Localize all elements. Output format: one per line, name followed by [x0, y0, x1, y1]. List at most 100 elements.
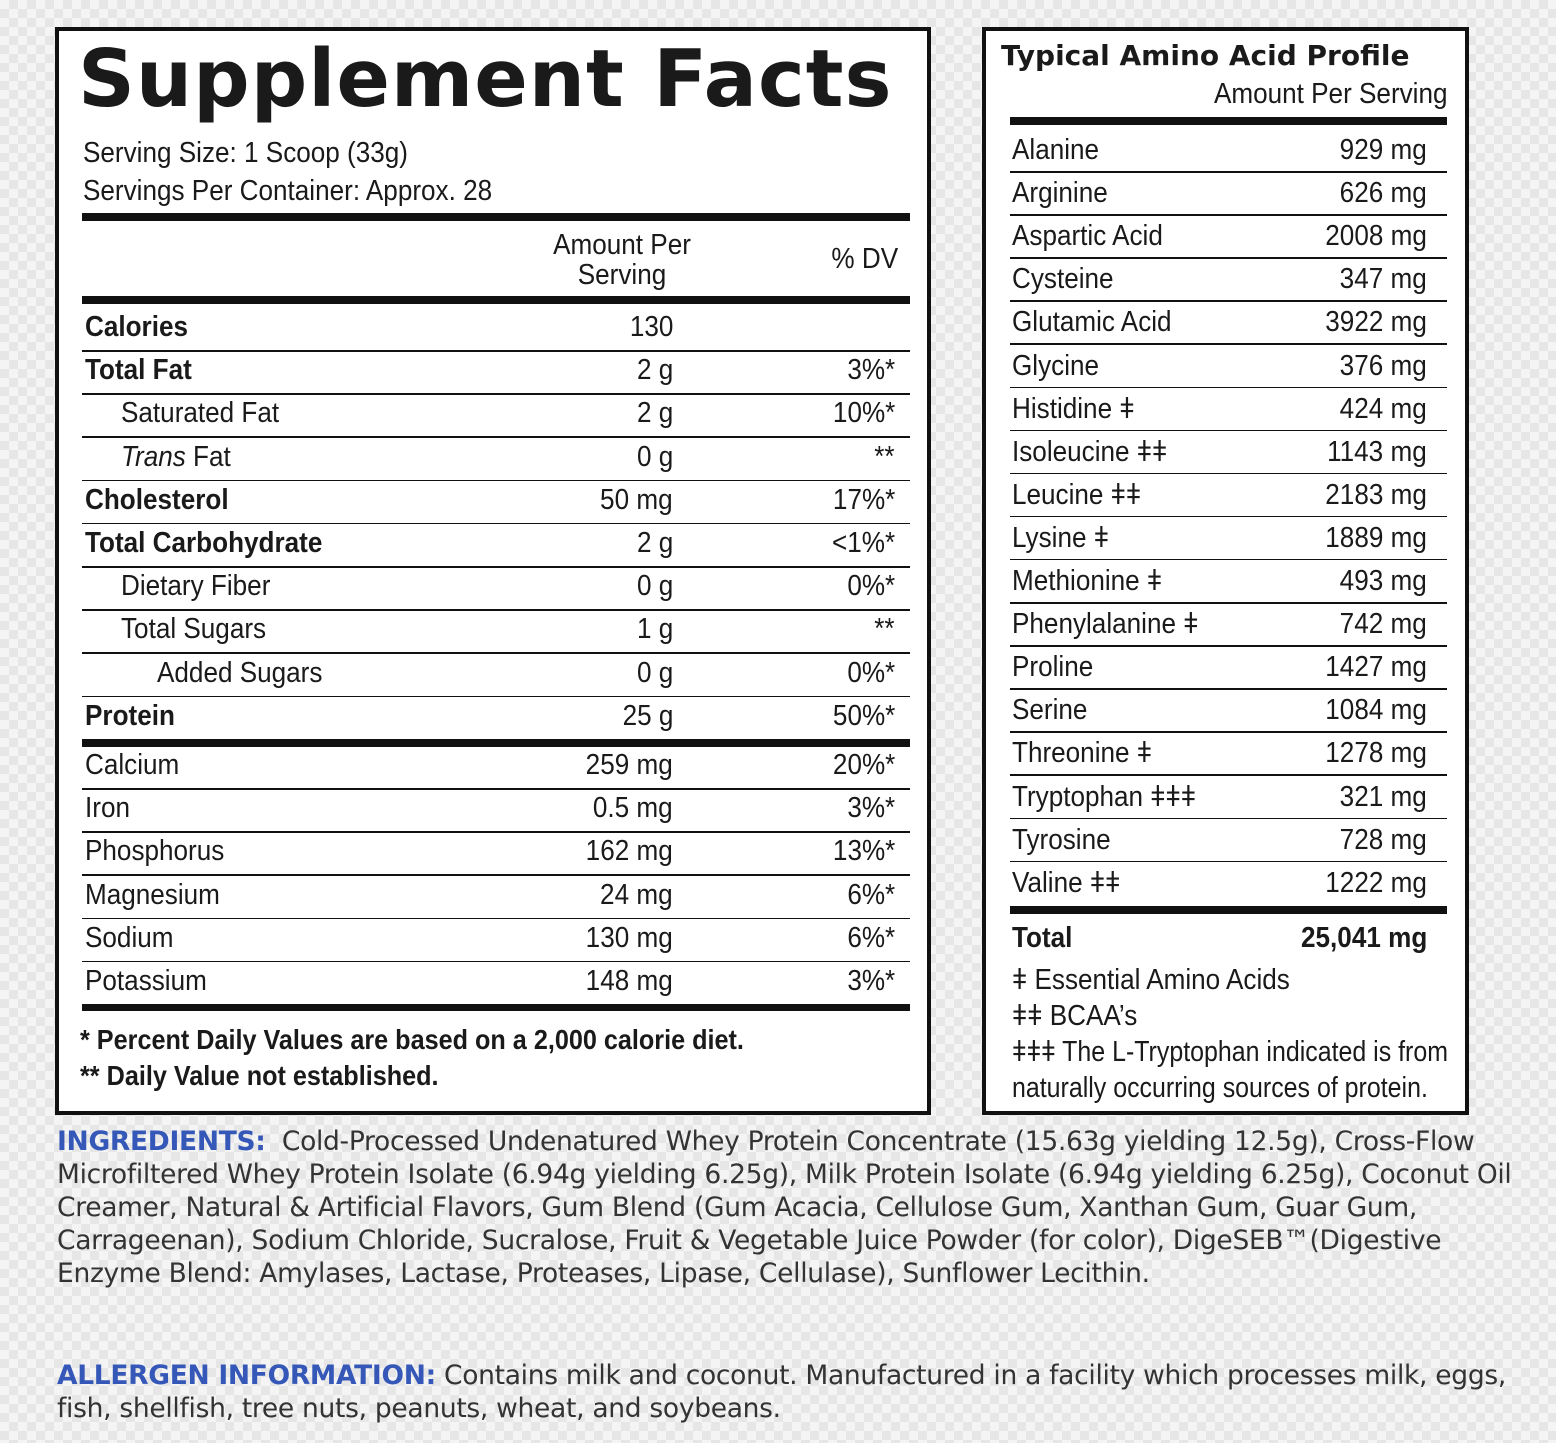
amino-amount: 3922 mg	[1325, 306, 1427, 339]
amino-name: Cysteine	[1012, 263, 1114, 296]
nutrient-name-text: Total Carbohydrate	[85, 527, 323, 559]
nutrient-dv: 17%*	[832, 483, 895, 516]
amino-amount: 321 mg	[1339, 780, 1427, 813]
amino-amount: 347 mg	[1339, 263, 1427, 296]
amino-amount: 1427 mg	[1325, 651, 1427, 684]
nutrient-name: Added Sugars	[157, 658, 322, 688]
amino-amount: 376 mg	[1339, 349, 1427, 382]
nutrient-amount: 148 mg	[585, 965, 673, 997]
nutrient-dv: 13%*	[832, 835, 895, 868]
serving-size: Serving Size: 1 Scoop (33g)	[83, 137, 408, 169]
thick-rule	[82, 739, 910, 747]
nutrient-dv: 6%*	[847, 878, 895, 911]
row-rule	[82, 652, 910, 654]
amino-name: Valine ǂǂ	[1012, 866, 1121, 899]
nutrient-dv: **	[874, 440, 895, 473]
row-rule	[1010, 774, 1447, 776]
nutrient-name-text: Fat	[193, 440, 231, 473]
amino-amount: 493 mg	[1339, 565, 1427, 597]
row-rule	[82, 479, 910, 482]
nutrient-dv: 3%*	[847, 792, 895, 825]
facts-title: Supplement Facts	[78, 33, 893, 125]
nutrient-amount: 0.5 mg	[593, 792, 673, 825]
row-rule	[1010, 860, 1447, 863]
amino-name: Alanine	[1012, 134, 1100, 166]
nutrient-name-text: Iron	[85, 792, 130, 825]
nutrient-name: Iron	[85, 794, 130, 823]
nutrient-amount: 259 mg	[585, 749, 673, 781]
amino-footnote: ǂǂǂ The L-Tryptophan indicated is from n…	[1012, 1036, 1449, 1104]
row-rule	[1010, 472, 1447, 475]
nutrient-name-text: Protein	[85, 699, 175, 732]
nutrient-dv: 0%*	[847, 656, 895, 689]
nutrient-name-text: Sodium	[85, 921, 174, 954]
amino-name: Methionine ǂ	[1012, 565, 1163, 597]
nutrient-name-text: Total Sugars	[121, 613, 267, 646]
row-rule	[1010, 645, 1447, 647]
row-rule	[82, 566, 910, 568]
header-amount: Amount Per Serving	[553, 229, 691, 291]
row-rule	[82, 393, 910, 395]
row-rule	[1010, 558, 1447, 561]
header-dv: % DV	[831, 243, 898, 275]
row-rule	[1010, 688, 1447, 690]
nutrient-dv: 0%*	[847, 570, 895, 603]
row-rule	[82, 609, 910, 611]
amino-name: Glutamic Acid	[1012, 306, 1172, 339]
nutrient-amount: 0 g	[636, 440, 673, 473]
nutrient-name: Trans Fat	[121, 440, 231, 473]
nutrient-name: Total Fat	[85, 356, 192, 385]
row-rule	[82, 522, 910, 525]
amino-name: Arginine	[1012, 177, 1108, 210]
amino-title: Typical Amino Acid Profile	[1001, 39, 1410, 72]
nutrient-amount: 0 g	[636, 656, 673, 689]
thick-rule	[1010, 117, 1447, 125]
amino-amount: 1278 mg	[1325, 737, 1427, 770]
amino-footnote: ǂ Essential Amino Acids	[1012, 964, 1290, 996]
amino-name: Isoleucine ǂǂ	[1012, 435, 1168, 468]
nutrient-name-text: Dietary Fiber	[121, 570, 271, 603]
amino-acid-panel	[982, 27, 1469, 1115]
row-rule	[82, 831, 910, 833]
nutrient-name-text: Magnesium	[85, 878, 220, 911]
nutrient-name: Sodium	[85, 921, 174, 954]
nutrient-amount: 1 g	[636, 613, 673, 646]
row-rule	[82, 960, 910, 963]
thick-rule	[82, 296, 910, 304]
thick-rule	[82, 1004, 910, 1012]
nutrient-dv: 3%*	[847, 965, 895, 997]
row-rule	[1010, 731, 1447, 733]
ingredients-text: Cold-Processed Undenatured Whey Protein …	[57, 1126, 1512, 1289]
nutrient-amount: 25 g	[622, 699, 673, 732]
nutrient-name-text: Calories	[85, 311, 189, 343]
nutrient-name: Dietary Fiber	[121, 572, 270, 601]
amino-name: Tyrosine	[1012, 823, 1111, 856]
nutrient-name: Calcium	[85, 751, 179, 780]
nutrient-dv: 20%*	[832, 749, 895, 781]
amino-amount: 1143 mg	[1327, 435, 1427, 468]
nutrient-name: Potassium	[85, 967, 207, 996]
row-rule	[1010, 171, 1447, 173]
nutrient-dv: 3%*	[847, 354, 895, 387]
nutrient-amount: 0 g	[636, 570, 673, 603]
amino-name: Phenylalanine ǂ	[1012, 608, 1199, 641]
nutrient-dv: 50%*	[832, 699, 895, 732]
row-rule	[82, 695, 910, 698]
allergen: ALLERGEN INFORMATION: Contains milk and …	[57, 1359, 1517, 1425]
amino-name: Threonine ǂ	[1012, 737, 1153, 770]
row-rule	[1010, 257, 1447, 259]
amino-name: Proline	[1012, 651, 1094, 684]
row-rule	[1010, 214, 1447, 216]
row-rule	[1010, 515, 1447, 518]
amino-amount: 2183 mg	[1325, 478, 1427, 511]
row-rule	[1010, 300, 1447, 302]
nutrient-name-text: Calcium	[85, 749, 180, 781]
nutrient-name: Saturated Fat	[121, 399, 279, 428]
amino-total-name: Total	[1012, 922, 1073, 954]
amino-amount: 929 mg	[1339, 134, 1427, 166]
nutrient-name-text: Total Fat	[85, 354, 192, 387]
row-rule	[82, 788, 910, 790]
nutrient-dv: 10%*	[832, 397, 895, 430]
amino-amount: 1889 mg	[1325, 521, 1427, 554]
nutrient-amount: 130 mg	[585, 921, 673, 954]
